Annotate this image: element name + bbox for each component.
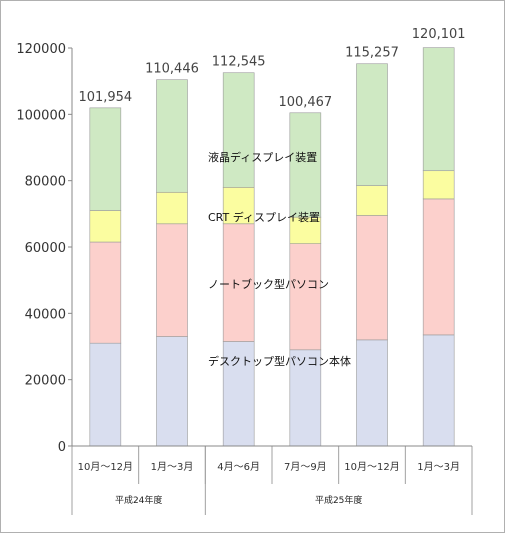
x-category-label: 10月～12月 [344,461,399,473]
bar-segment-lcd [356,63,388,186]
group-label: 平成24年度 [115,494,162,506]
bar-segment-lcd [156,79,188,193]
y-tick-label: 80000 [25,175,66,190]
bar-segment-crt [422,170,455,200]
bar-segment-notebook [356,215,388,341]
x-category-label: 10月～12月 [78,461,133,473]
y-tick-label: 120000 [16,42,66,57]
bar-segment-notebook [89,241,122,344]
y-tick-label: 40000 [25,307,66,322]
series-label: デスクトップ型パソコン本体 [208,354,351,368]
y-tick-label: 60000 [25,241,66,256]
bar-segment-notebook [422,198,455,336]
y-tick-label: 100000 [16,108,66,123]
bar-total-label: 112,545 [212,55,266,70]
bar-segment-crt [289,216,322,244]
x-category-label: 1月～3月 [151,461,194,473]
y-tick-label: 20000 [25,374,66,389]
bar-segment-crt [356,185,388,216]
bar-segment-crt [89,210,122,243]
bar-segment-crt [156,191,188,225]
bar-segment-lcd [222,72,255,188]
bar-total-label: 120,101 [412,27,466,42]
series-label: 液晶ディスプレイ装置 [208,150,317,164]
bar-total-label: 100,467 [278,95,332,110]
bar-total-label: 110,446 [145,62,199,77]
y-tick-label: 0 [58,440,66,455]
bar-segment-notebook [289,243,322,351]
x-category-label: 7月～9月 [284,461,327,473]
x-category-label: 4月～6月 [217,461,260,473]
bar-total-label: 101,954 [78,90,132,105]
bar-segment-desktop [422,334,455,447]
bar-segment-notebook [156,223,188,337]
bar-segment-lcd [89,107,122,211]
group-label: 平成25年度 [315,494,362,506]
bar-segment-desktop [89,342,122,447]
bar-total-label: 115,257 [345,46,399,61]
bar-segment-lcd [289,112,322,218]
x-category-label: 1月～3月 [417,461,460,473]
bar-segment-desktop [356,339,388,447]
series-label: ノートブック型パソコン [208,277,329,291]
bar-segment-desktop [156,336,188,447]
series-label: CRT ディスプレイ装置 [208,210,320,224]
bar-segment-lcd [422,47,455,172]
